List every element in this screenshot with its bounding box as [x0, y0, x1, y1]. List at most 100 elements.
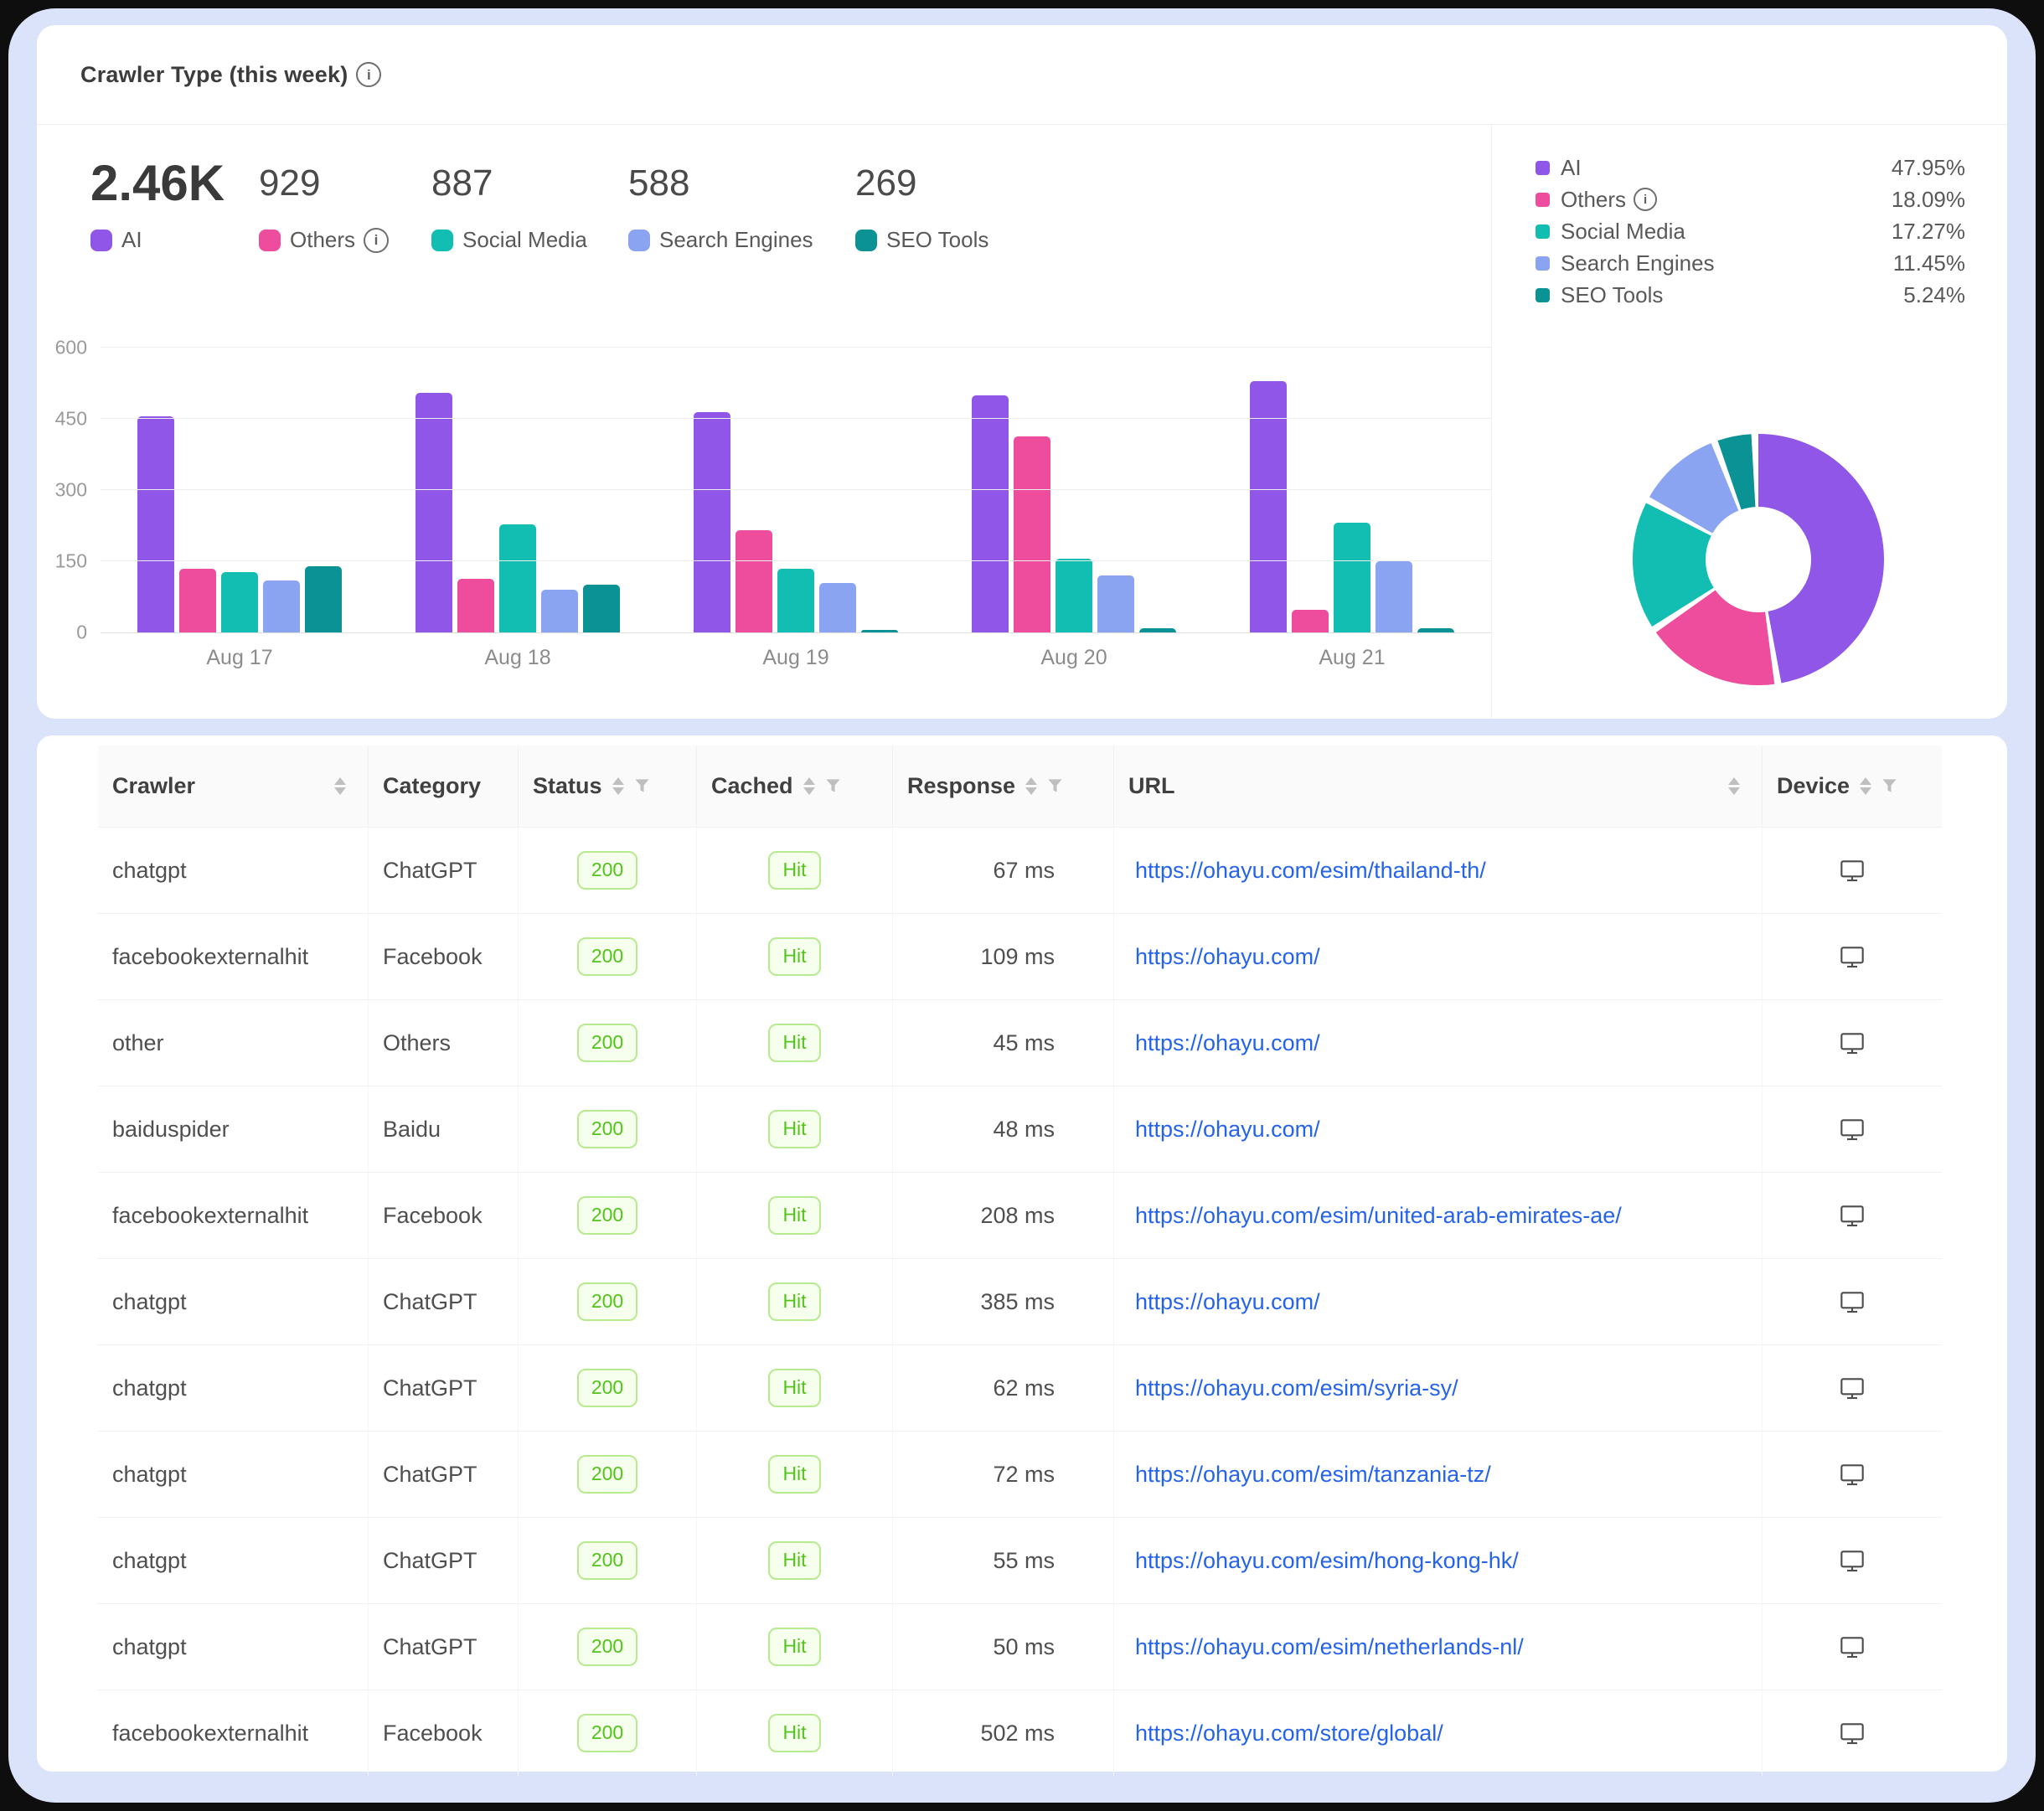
cell-response: 50 ms: [893, 1604, 1114, 1690]
filter-icon-status[interactable]: [634, 778, 650, 794]
info-icon[interactable]: i: [356, 62, 382, 87]
sort-icon-status[interactable]: [612, 777, 624, 795]
cell-crawler: facebookexternalhit: [98, 914, 369, 999]
cell-crawler: facebookexternalhit: [98, 1173, 369, 1258]
cached-badge: Hit: [768, 851, 821, 890]
series-legend-search-engines[interactable]: Search Engines: [628, 227, 813, 253]
cell-response: 45 ms: [893, 1000, 1114, 1086]
info-icon[interactable]: i: [364, 227, 390, 253]
series-legend-others[interactable]: Others i: [259, 227, 390, 253]
cell-url: https://ohayu.com/esim/syria-sy/: [1114, 1345, 1763, 1431]
sort-up-icon: [1860, 777, 1872, 785]
table-row-6: chatgpt ChatGPT 200 Hit 385 ms https://ohayu.…: [98, 1259, 1942, 1345]
url-link[interactable]: https://ohayu.com/: [1135, 1029, 1320, 1055]
table-header-row: Crawler Category Status Cached Response URL De…: [98, 746, 1942, 828]
table-row-9: chatgpt ChatGPT 200 Hit 55 ms https://ohayu.c…: [98, 1518, 1942, 1604]
filter-icon-cached[interactable]: [825, 778, 841, 794]
cell-device: [1763, 1604, 1942, 1690]
legend-item-social-media[interactable]: Social Media 17.27%: [1536, 215, 1965, 247]
column-label-response: Response: [907, 773, 1016, 798]
info-icon[interactable]: i: [1634, 188, 1658, 211]
column-header-category[interactable]: Category: [369, 746, 519, 827]
sort-icon-url[interactable]: [1728, 777, 1740, 795]
column-header-response[interactable]: Response: [893, 746, 1114, 827]
stat-label-search-engines: Search Engines: [659, 227, 813, 252]
cell-response: 502 ms: [893, 1690, 1114, 1776]
sort-icon-response[interactable]: [1025, 777, 1038, 795]
cached-badge: Hit: [768, 1110, 821, 1148]
column-header-crawler[interactable]: Crawler: [98, 746, 369, 827]
desktop-monitor-icon: [1838, 1029, 1866, 1056]
bar-social-media-aug-18: [499, 524, 536, 632]
column-label-status: Status: [533, 773, 602, 798]
gridline-150: [101, 560, 1491, 561]
column-header-status[interactable]: Status: [519, 746, 697, 827]
cell-cached: Hit: [697, 1000, 893, 1086]
url-link[interactable]: https://ohayu.com/: [1135, 1116, 1320, 1142]
column-icons-device: [1850, 777, 1897, 795]
cell-device: [1763, 1259, 1942, 1344]
bar-others-aug-19: [736, 530, 772, 632]
sort-icon-cached[interactable]: [803, 777, 815, 795]
legend-percent-social-media: 17.27%: [1891, 218, 1965, 244]
sort-icon-crawler[interactable]: [334, 777, 346, 795]
desktop-monitor-icon: [1838, 1547, 1866, 1574]
cell-cached: Hit: [697, 1690, 893, 1776]
legend-percent-seo-tools: 5.24%: [1903, 281, 1965, 307]
cell-url: https://ohayu.com/esim/united-arab-emira…: [1114, 1173, 1763, 1258]
sort-icon-device[interactable]: [1860, 777, 1872, 795]
cell-cached: Hit: [697, 914, 893, 999]
stat-ai: 2.46K AI: [90, 157, 225, 253]
donut-svg: [1633, 434, 1885, 685]
status-badge: 200: [576, 1714, 638, 1752]
bar-seo-tools-aug-20: [1139, 628, 1176, 632]
url-link[interactable]: https://ohayu.com/store/global/: [1135, 1720, 1443, 1746]
url-link[interactable]: https://ohayu.com/esim/hong-kong-hk/: [1135, 1547, 1519, 1573]
sort-up-icon: [612, 777, 624, 785]
table-row-3: other Others 200 Hit 45 ms https://ohayu.com/: [98, 1000, 1942, 1086]
cell-status: 200: [519, 1432, 697, 1517]
url-link[interactable]: https://ohayu.com/esim/thailand-th/: [1135, 857, 1486, 883]
url-link[interactable]: https://ohayu.com/esim/tanzania-tz/: [1135, 1461, 1491, 1487]
cell-response: 385 ms: [893, 1259, 1114, 1344]
table-row-5: facebookexternalhit Facebook 200 Hit 208 ms h…: [98, 1173, 1942, 1259]
url-link[interactable]: https://ohayu.com/esim/united-arab-emira…: [1135, 1202, 1622, 1228]
legend-item-ai[interactable]: AI 47.95%: [1536, 152, 1965, 183]
series-legend-seo-tools[interactable]: SEO Tools: [855, 227, 988, 253]
column-header-device[interactable]: Device: [1763, 746, 1942, 827]
url-link[interactable]: https://ohayu.com/esim/syria-sy/: [1135, 1375, 1458, 1401]
status-badge: 200: [576, 1541, 638, 1580]
url-link[interactable]: https://ohayu.com/esim/netherlands-nl/: [1135, 1633, 1524, 1659]
cell-category: ChatGPT: [369, 1518, 519, 1603]
legend-item-search-engines[interactable]: Search Engines 11.45%: [1536, 247, 1965, 279]
bar-seo-tools-aug-21: [1417, 628, 1454, 632]
url-link[interactable]: https://ohayu.com/: [1135, 1288, 1320, 1314]
cached-badge: Hit: [768, 1714, 821, 1752]
bar-seo-tools-aug-19: [861, 630, 898, 632]
cell-url: https://ohayu.com/esim/thailand-th/: [1114, 828, 1763, 913]
y-tick-600: 600: [54, 336, 87, 359]
x-label-aug-20: Aug 20: [1040, 646, 1107, 669]
column-icons-cached: [793, 777, 841, 795]
x-label-aug-19: Aug 19: [762, 646, 829, 669]
cell-category: Facebook: [369, 914, 519, 999]
bar-group-aug-19: [657, 348, 935, 632]
column-header-cached[interactable]: Cached: [697, 746, 893, 827]
column-header-url[interactable]: URL: [1114, 746, 1763, 827]
desktop-monitor-icon: [1838, 1116, 1866, 1143]
table-body: chatgpt ChatGPT 200 Hit 67 ms https://ohayu.c…: [98, 828, 1942, 1776]
url-link[interactable]: https://ohayu.com/: [1135, 943, 1320, 969]
bar-others-aug-18: [457, 578, 494, 632]
legend-item-seo-tools[interactable]: SEO Tools 5.24%: [1536, 279, 1965, 311]
filter-icon-device[interactable]: [1881, 778, 1897, 794]
sort-down-icon: [1025, 787, 1038, 795]
column-icons-url: [1718, 777, 1740, 795]
series-legend-social-media[interactable]: Social Media: [431, 227, 587, 253]
table-row-2: facebookexternalhit Facebook 200 Hit 109 ms h…: [98, 914, 1942, 1000]
column-icons-response: [1015, 777, 1063, 795]
filter-icon-response[interactable]: [1047, 778, 1063, 794]
bar-search-engines-aug-17: [263, 580, 300, 632]
series-legend-ai[interactable]: AI: [90, 227, 225, 253]
legend-item-others[interactable]: Others i 18.09%: [1536, 183, 1965, 215]
desktop-monitor-icon: [1838, 857, 1866, 884]
